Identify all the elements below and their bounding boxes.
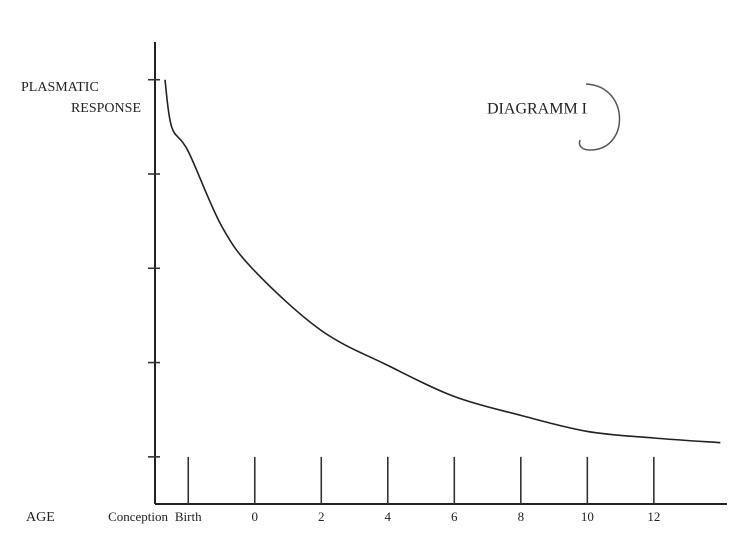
x-tick-label: 2: [318, 509, 325, 524]
x-tick-label: 4: [385, 509, 392, 524]
y-axis-label: PLASMATIC: [21, 80, 99, 95]
x-tick-label: 12: [647, 509, 660, 524]
x-tick-label: Birth: [175, 509, 202, 524]
x-axis-label: AGE: [26, 510, 55, 525]
x-tick-label: 0: [252, 509, 259, 524]
title-arc: [578, 83, 621, 151]
x-tick-label: 8: [518, 509, 525, 524]
chart-title: DIAGRAMM I: [487, 101, 587, 118]
x-tick-label: 6: [451, 509, 458, 524]
x-tick-label: Conception: [108, 509, 168, 524]
x-tick-label: 10: [581, 509, 594, 524]
y-axis-label: RESPONSE: [71, 101, 141, 116]
curve: [164, 79, 721, 444]
